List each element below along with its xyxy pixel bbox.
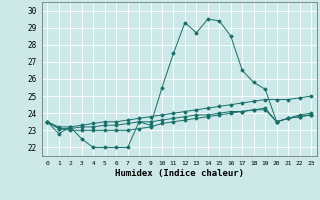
X-axis label: Humidex (Indice chaleur): Humidex (Indice chaleur) (115, 169, 244, 178)
